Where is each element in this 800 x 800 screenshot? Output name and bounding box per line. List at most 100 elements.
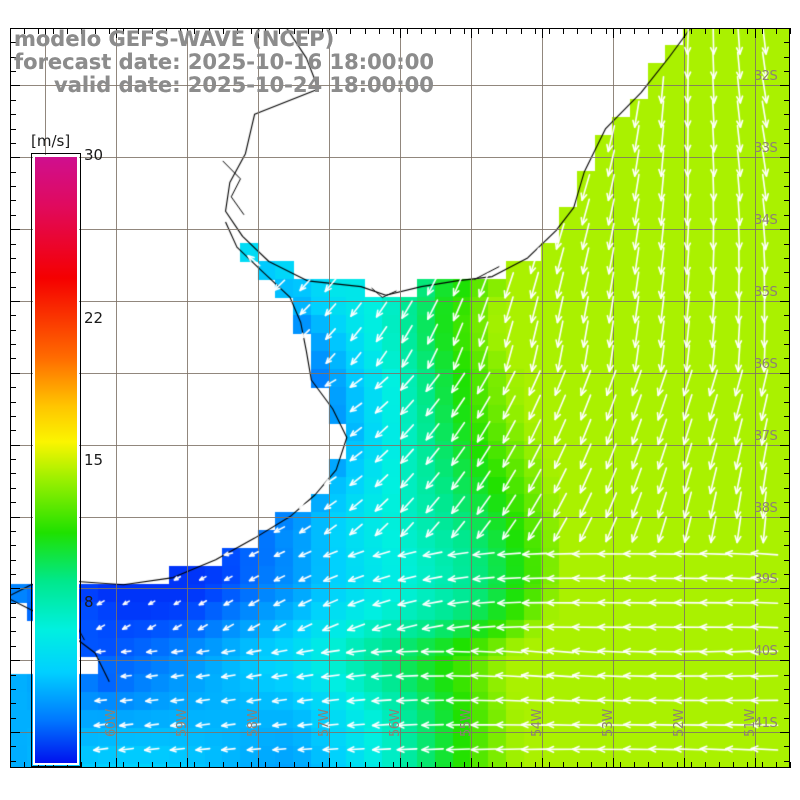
minor-tick-right bbox=[784, 42, 790, 43]
tick-top-60W bbox=[116, 28, 117, 38]
wind-direction-arrows bbox=[10, 28, 790, 768]
minor-tick-bottom bbox=[38, 762, 39, 768]
minor-tick-left bbox=[10, 488, 16, 489]
minor-tick-left bbox=[10, 631, 16, 632]
minor-tick-bottom bbox=[733, 762, 734, 768]
colorbar[interactable] bbox=[33, 155, 79, 765]
minor-tick-top bbox=[677, 28, 678, 34]
minor-tick-bottom bbox=[563, 762, 564, 768]
minor-tick-bottom bbox=[492, 762, 493, 768]
minor-tick-left bbox=[10, 172, 16, 173]
minor-tick-left bbox=[10, 416, 16, 417]
minor-tick-left bbox=[10, 617, 16, 618]
minor-tick-bottom bbox=[549, 762, 550, 768]
minor-tick-top bbox=[166, 28, 167, 34]
minor-tick-right bbox=[784, 473, 790, 474]
minor-tick-left bbox=[10, 244, 16, 245]
minor-tick-right bbox=[784, 186, 790, 187]
minor-tick-right bbox=[784, 244, 790, 245]
minor-tick-top bbox=[322, 28, 323, 34]
minor-tick-right bbox=[784, 143, 790, 144]
minor-tick-right bbox=[784, 574, 790, 575]
minor-tick-bottom bbox=[450, 762, 451, 768]
minor-tick-right bbox=[784, 660, 790, 661]
minor-tick-bottom bbox=[294, 762, 295, 768]
minor-tick-left bbox=[10, 531, 16, 532]
minor-tick-top bbox=[67, 28, 68, 34]
minor-tick-bottom bbox=[166, 762, 167, 768]
minor-tick-right bbox=[784, 718, 790, 719]
minor-tick-bottom bbox=[24, 762, 25, 768]
minor-tick-right bbox=[784, 675, 790, 676]
tick-top-58W bbox=[258, 28, 259, 38]
minor-tick-top bbox=[53, 28, 54, 34]
minor-tick-top bbox=[407, 28, 408, 34]
tick-top-52W bbox=[684, 28, 685, 38]
minor-tick-bottom bbox=[790, 762, 791, 768]
minor-tick-right bbox=[784, 402, 790, 403]
minor-tick-top bbox=[308, 28, 309, 34]
minor-tick-left bbox=[10, 28, 16, 29]
minor-tick-bottom bbox=[634, 762, 635, 768]
minor-tick-top bbox=[705, 28, 706, 34]
minor-tick-top bbox=[790, 28, 791, 34]
minor-tick-right bbox=[784, 85, 790, 86]
minor-tick-top bbox=[492, 28, 493, 34]
minor-tick-left bbox=[10, 315, 16, 316]
minor-tick-right bbox=[784, 617, 790, 618]
minor-tick-top bbox=[591, 28, 592, 34]
tick-bottom-56W bbox=[400, 758, 401, 768]
minor-tick-bottom bbox=[719, 762, 720, 768]
tick-top-51W bbox=[755, 28, 756, 38]
minor-tick-right bbox=[784, 689, 790, 690]
minor-tick-right bbox=[784, 287, 790, 288]
colorbar-tick-8: 8 bbox=[84, 593, 94, 612]
minor-tick-top bbox=[620, 28, 621, 34]
tick-top-59W bbox=[187, 28, 188, 38]
minor-tick-top bbox=[421, 28, 422, 34]
tick-top-56W bbox=[400, 28, 401, 38]
minor-tick-right bbox=[784, 28, 790, 29]
minor-tick-bottom bbox=[10, 762, 11, 768]
lat-label-36S: 36S bbox=[754, 356, 778, 372]
minor-tick-top bbox=[138, 28, 139, 34]
minor-tick-top bbox=[365, 28, 366, 34]
minor-tick-left bbox=[10, 502, 16, 503]
title-forecast-date: forecast date: 2025-10-16 18:00:00 bbox=[14, 50, 434, 74]
minor-tick-top bbox=[223, 28, 224, 34]
minor-tick-left bbox=[10, 71, 16, 72]
minor-tick-right bbox=[784, 57, 790, 58]
minor-tick-bottom bbox=[237, 762, 238, 768]
tick-top-54W bbox=[542, 28, 543, 38]
minor-tick-left bbox=[10, 660, 16, 661]
minor-tick-left bbox=[10, 373, 16, 374]
minor-tick-bottom bbox=[209, 762, 210, 768]
minor-tick-right bbox=[784, 531, 790, 532]
minor-tick-top bbox=[350, 28, 351, 34]
minor-tick-right bbox=[784, 459, 790, 460]
minor-tick-bottom bbox=[223, 762, 224, 768]
minor-tick-right bbox=[784, 545, 790, 546]
minor-tick-right bbox=[784, 387, 790, 388]
title-valid-date: valid date: 2025-10-24 18:00:00 bbox=[54, 73, 434, 97]
minor-tick-left bbox=[10, 402, 16, 403]
map-plot-area[interactable]: 61W60W59W58W57W56W55W54W53W52W51W32S33S3… bbox=[10, 28, 790, 768]
minor-tick-top bbox=[747, 28, 748, 34]
minor-tick-bottom bbox=[308, 762, 309, 768]
minor-tick-bottom bbox=[506, 762, 507, 768]
minor-tick-right bbox=[784, 703, 790, 704]
minor-tick-top bbox=[109, 28, 110, 34]
minor-tick-bottom bbox=[478, 762, 479, 768]
minor-tick-bottom bbox=[109, 762, 110, 768]
minor-tick-right bbox=[784, 588, 790, 589]
tick-bottom-53W bbox=[613, 758, 614, 768]
minor-tick-left bbox=[10, 258, 16, 259]
minor-tick-right bbox=[784, 646, 790, 647]
minor-tick-top bbox=[762, 28, 763, 34]
minor-tick-bottom bbox=[747, 762, 748, 768]
minor-tick-left bbox=[10, 100, 16, 101]
minor-tick-left bbox=[10, 718, 16, 719]
minor-tick-left bbox=[10, 229, 16, 230]
minor-tick-bottom bbox=[535, 762, 536, 768]
minor-tick-bottom bbox=[648, 762, 649, 768]
